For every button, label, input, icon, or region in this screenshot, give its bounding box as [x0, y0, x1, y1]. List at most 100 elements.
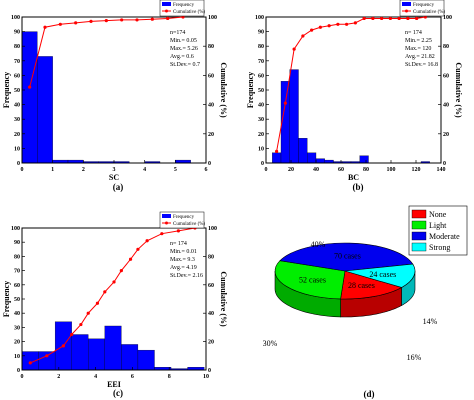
stats-text: Min.= 0.05 [170, 38, 197, 44]
histogram-bar [298, 138, 308, 164]
x-tick-label: 4 [94, 374, 97, 380]
cumulative-point [406, 16, 410, 21]
stats-text: Max.= 9.3 [170, 257, 195, 263]
x-tick-label: 0 [265, 167, 268, 173]
cumulative-point [119, 269, 123, 273]
y-tick-label: 40 [14, 103, 20, 109]
cumulative-point [318, 25, 322, 29]
cumulative-point [362, 16, 366, 21]
legend-swatch-none [411, 209, 427, 219]
panel-label: (c) [113, 388, 123, 398]
x-tick-label: 2 [82, 167, 85, 173]
x-tick-label: 0 [21, 374, 24, 380]
pie-panel: 28 cases 52 cases 70 cases 24 cases 16% 30% 40… [263, 205, 468, 399]
cumulative-point [112, 280, 116, 284]
legend-bar-swatch [402, 2, 411, 6]
y-axis-title: Frequency [2, 72, 11, 108]
cumulative-point [283, 101, 287, 105]
histogram-bar [37, 56, 53, 164]
y2-tick-label: 100 [208, 226, 217, 232]
pie-percent-label: 40% [311, 240, 326, 249]
y2-tick-label: 20 [208, 340, 214, 346]
pie-cases-label: 28 cases [348, 281, 375, 290]
y-tick-label: 10 [14, 354, 20, 360]
y2-tick-label: 80 [443, 44, 449, 50]
cumulative-point [89, 19, 93, 23]
y2-tick-label: 40 [208, 103, 214, 109]
stats-text: n= 174 [405, 30, 422, 36]
y2-tick-label: 40 [443, 103, 449, 109]
cumulative-point [275, 149, 279, 153]
histogram-bar [137, 349, 155, 371]
y2-tick-label: 80 [208, 254, 214, 260]
y2-tick-label: 80 [208, 44, 214, 50]
y2-axis-title: Cumulative (%) [219, 271, 228, 327]
legend-bar-swatch [162, 2, 171, 6]
histogram-bar [359, 155, 369, 164]
y2-tick-label: 100 [443, 15, 452, 21]
x-tick-label: 140 [437, 167, 446, 173]
x-axis-title: SC [109, 173, 119, 182]
cumulative-point [301, 34, 305, 38]
y2-axis-title: Cumulative (%) [454, 62, 463, 118]
x-tick-label: 20 [288, 167, 294, 173]
cumulative-line [276, 16, 426, 152]
cumulative-point [135, 18, 139, 22]
x-tick-label: 80 [363, 167, 369, 173]
x-axis-title: EEI [107, 380, 121, 389]
legend-bar-swatch [162, 214, 171, 218]
cumulative-point [28, 85, 32, 89]
y-tick-label: 60 [14, 73, 20, 79]
y-tick-label: 50 [14, 297, 20, 303]
y-tick-label: 60 [258, 73, 264, 79]
y2-tick-label: 20 [443, 132, 449, 138]
stats-text: n=174 [170, 30, 185, 36]
y-tick-label: 80 [258, 44, 264, 50]
cumulative-point [380, 16, 384, 21]
y2-tick-label: 0 [208, 368, 211, 374]
y2-tick-label: 40 [208, 311, 214, 317]
y2-tick-label: 60 [208, 283, 214, 289]
y-tick-label: 50 [14, 88, 20, 94]
cumulative-point [336, 22, 340, 26]
y-tick-label: 40 [258, 103, 264, 109]
y-tick-label: 100 [255, 15, 264, 21]
stats-text: n= 174 [170, 241, 187, 247]
panel-label: (d) [364, 389, 375, 399]
y2-tick-label: 60 [208, 73, 214, 79]
cumulative-point [61, 344, 65, 348]
y-tick-label: 90 [14, 30, 20, 36]
stats-text: Min.= 2.25 [405, 38, 432, 44]
histogram-bar [121, 344, 139, 371]
legend-marker [165, 221, 168, 225]
pie-cases-label: 24 cases [369, 270, 396, 279]
y-tick-label: 0 [17, 368, 20, 374]
cumulative-point [45, 354, 49, 358]
x-tick-label: 10 [203, 374, 209, 380]
cumulative-point [86, 311, 90, 315]
x-tick-label: 8 [168, 374, 171, 380]
y2-tick-label: 60 [443, 73, 449, 79]
cumulative-point [150, 17, 154, 21]
stats-text: Max.= 5.26 [170, 46, 198, 52]
legend-label: Frequency [173, 3, 195, 8]
y-tick-label: 40 [14, 311, 20, 317]
histogram-panel-1: 0 10 20 30 40 50 60 70 80 90 100 0 20 40 60 80 100 0 1 2 3 4 5… [2, 0, 228, 192]
x-tick-label: 1 [51, 167, 54, 173]
cumulative-point [120, 18, 124, 22]
pie-slice-strong [344, 263, 416, 288]
x-tick-label: 100 [387, 167, 396, 173]
x-tick-label: 4 [143, 167, 146, 173]
cumulative-point [95, 301, 100, 305]
pie-slice-moderate [279, 242, 414, 272]
cumulative-point [136, 247, 140, 251]
histogram-bar [71, 334, 89, 371]
y-tick-label: 0 [261, 161, 264, 167]
stats-text: Avg.= 21.82 [405, 54, 435, 60]
cumulative-point [43, 25, 47, 29]
y-tick-label: 30 [14, 117, 20, 123]
cumulative-point [103, 290, 107, 294]
pie-percent-label: 14% [423, 317, 438, 326]
y2-tick-label: 20 [208, 132, 214, 138]
